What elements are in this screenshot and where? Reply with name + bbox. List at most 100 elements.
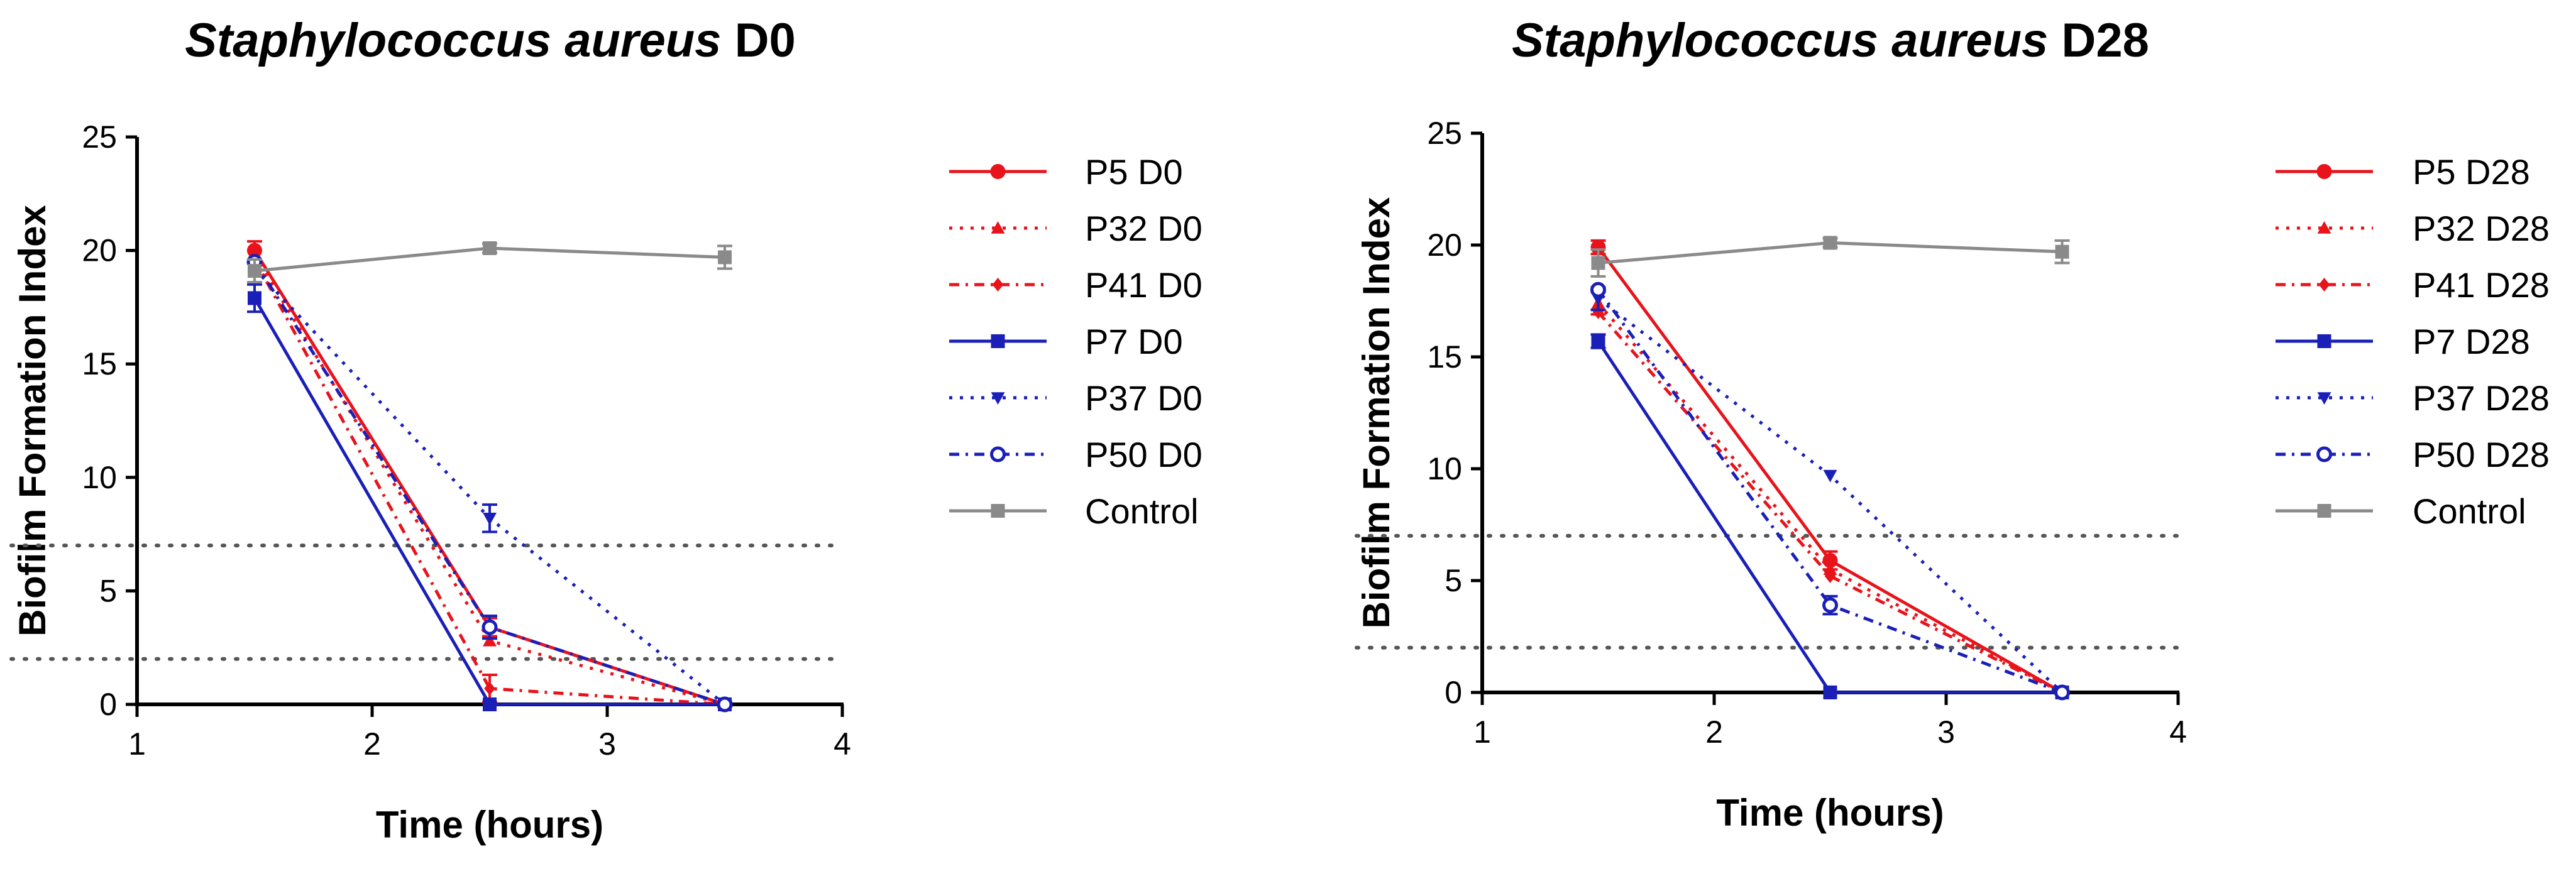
legend-item: P5 D0: [949, 152, 1183, 192]
legend-label: P32 D0: [1085, 209, 1203, 248]
legend-label: P50 D0: [1085, 435, 1203, 474]
data-point: [248, 264, 261, 278]
data-point: [482, 619, 498, 635]
series-p50-d28: [1590, 281, 2070, 701]
legend-item: P32 D0: [949, 209, 1203, 248]
legend-label: Control: [1085, 491, 1199, 531]
legend-marker: [991, 334, 1005, 348]
legend-label: P5 D28: [2413, 152, 2530, 192]
series-p7-d28: [1590, 333, 2069, 699]
x-tick-label: 2: [1705, 714, 1723, 750]
series-p41-d28: [1592, 305, 2068, 699]
y-tick-label: 10: [1427, 451, 1462, 486]
legend-marker: [990, 164, 1006, 179]
data-point: [1591, 334, 1605, 349]
legend-label: P32 D28: [2413, 209, 2550, 248]
series-line: [1597, 288, 2063, 694]
data-point: [1590, 239, 1606, 255]
chart-title-suffix: D0: [721, 14, 795, 67]
chart-2: Staphylococcus aureus D28 0 5 10 15 20 25 1 2 3 4 T…: [1355, 14, 2550, 834]
data-point: [718, 250, 732, 265]
legend-item: P41 D0: [949, 265, 1203, 305]
series-line: [1597, 297, 2064, 694]
legend-item: P7 D28: [2276, 322, 2530, 361]
series-p5-d28: [1590, 239, 2070, 700]
legend-item: P50 D0: [949, 435, 1203, 474]
series-line: [1597, 302, 2063, 694]
data-point: [484, 681, 495, 696]
chart-title-italic: Staphylococcus aureus: [185, 14, 721, 67]
legend-marker: [2317, 392, 2331, 405]
x-tick-label: 3: [1937, 714, 1955, 750]
data-point: [1590, 281, 1606, 298]
y-axis-label: Biofilm Formation Index: [1355, 197, 1397, 629]
series-p37-d28: [1590, 286, 2069, 699]
x-tick-label: 1: [1473, 714, 1491, 750]
legend-label: P37 D0: [1085, 378, 1203, 418]
legend-marker: [2317, 221, 2331, 234]
y-tick-label: 5: [99, 573, 117, 608]
chart-1: Staphylococcus aureus D0 0 5 10 15 20 25 1 2 3 4 Ti…: [9, 14, 1203, 846]
legend-marker: [2317, 334, 2331, 348]
data-point: [248, 291, 261, 305]
data-point: [2054, 684, 2070, 701]
y-tick-label: 15: [1427, 339, 1462, 374]
series-line: [1597, 340, 2062, 694]
legend-marker: [990, 446, 1006, 462]
legend-item: P41 D28: [2276, 265, 2550, 305]
series-line: [253, 258, 725, 706]
y-tick-label: 15: [82, 346, 117, 381]
y-tick-label: 5: [1445, 563, 1462, 598]
y-axis-label: Biofilm Formation Index: [11, 205, 53, 637]
x-axis-label: Time (hours): [1716, 792, 1944, 834]
series-line: [1597, 246, 2063, 694]
legend-marker: [991, 221, 1005, 234]
legend-item: P5 D28: [2276, 152, 2530, 192]
chart-title: Staphylococcus aureus D28: [1512, 14, 2149, 67]
y-tick-label: 20: [82, 233, 117, 268]
data-point: [483, 697, 497, 711]
series-p32-d28: [1590, 290, 2069, 698]
x-tick-label: 1: [128, 726, 146, 762]
chart-title-italic: Staphylococcus aureus: [1512, 14, 2048, 67]
legend-label: P41 D0: [1085, 265, 1203, 305]
legend-marker: [991, 504, 1005, 518]
legend-marker: [2316, 164, 2332, 179]
data-point: [1822, 552, 1838, 568]
data-point: [1823, 562, 1837, 575]
data-point: [717, 696, 733, 713]
y-tick-label: 25: [82, 119, 117, 155]
data-point: [1823, 469, 1837, 483]
legend-item: P32 D28: [2276, 209, 2550, 248]
y-tick-label: 25: [1427, 116, 1462, 151]
legend-marker: [2318, 278, 2330, 292]
x-tick-label: 4: [2169, 714, 2187, 750]
legend-marker: [991, 392, 1005, 405]
chart-title: Staphylococcus aureus D0: [185, 14, 795, 67]
x-tick-label: 4: [834, 726, 851, 762]
legend-item: Control: [2276, 491, 2526, 531]
x-tick-label: 2: [363, 726, 381, 762]
legend-label: P5 D0: [1085, 152, 1183, 192]
legend-label: P41 D28: [2413, 265, 2550, 305]
series-control: [247, 241, 732, 284]
data-point: [1823, 686, 1837, 699]
legend-marker: [992, 278, 1004, 292]
legend-item: P50 D28: [2276, 435, 2550, 474]
data-point: [483, 513, 497, 525]
x-tick-label: 3: [598, 726, 616, 762]
series-line: [1597, 311, 2063, 694]
chart-title-suffix: D28: [2048, 14, 2149, 67]
data-point: [483, 241, 497, 255]
legend-item: P7 D0: [949, 322, 1183, 361]
series-p7-d0: [247, 283, 732, 711]
legend-label: P50 D28: [2413, 435, 2550, 474]
legend-marker: [2316, 446, 2332, 462]
x-axis-label: Time (hours): [376, 804, 603, 846]
y-tick-label: 0: [1445, 675, 1462, 710]
legend-label: P37 D28: [2413, 378, 2550, 418]
data-point: [1591, 256, 1605, 270]
legend-label: P7 D28: [2413, 322, 2530, 361]
y-tick-label: 0: [99, 687, 117, 722]
